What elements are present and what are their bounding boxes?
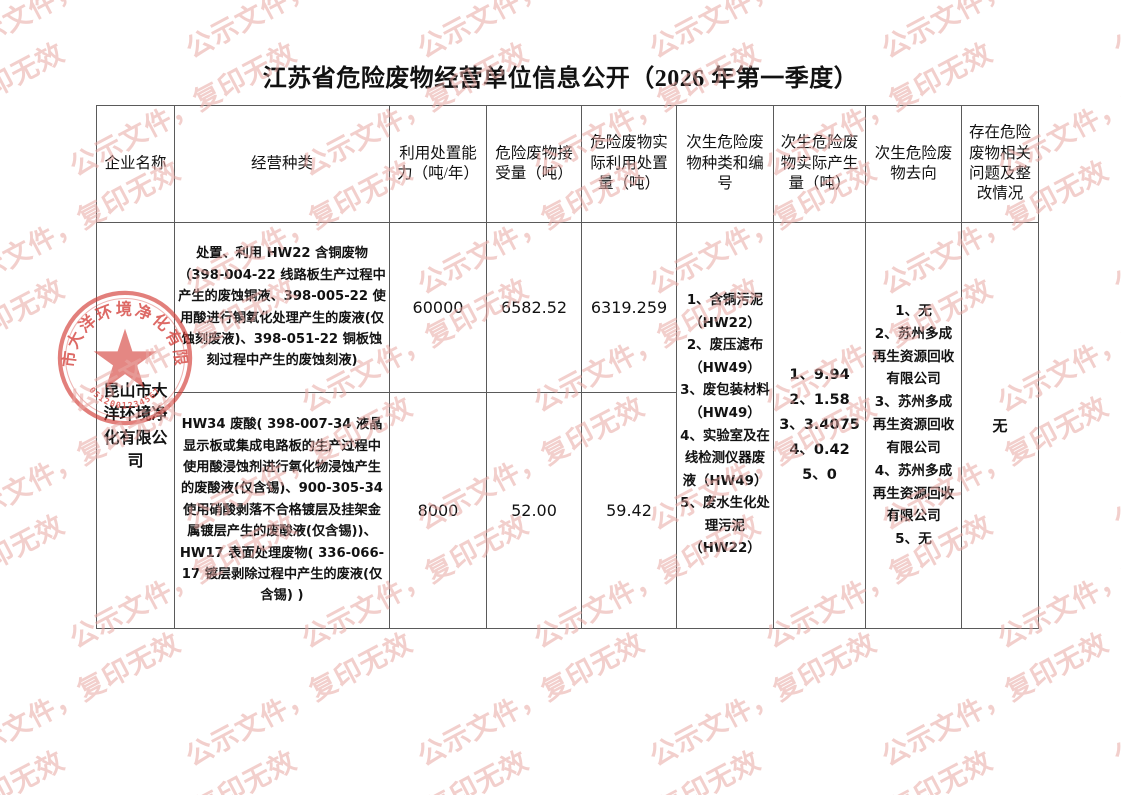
cell-business-type: HW34 废酸( 398-007-34 液晶显示板或集成电路板的生产过程中使用酸… [174, 392, 390, 629]
cell-capacity: 60000 [389, 222, 487, 393]
header-received: 危险废物接受量（吨） [486, 105, 582, 223]
cell-received: 6582.52 [486, 222, 582, 393]
cell-business-type: 处置、利用 HW22 含铜废物（398-004-22 线路板生产过程中产生的废蚀… [174, 222, 390, 393]
table-row: HW34 废酸( 398-007-34 液晶显示板或集成电路板的生产过程中使用酸… [97, 392, 1039, 629]
header-capacity: 利用处置能力（吨/年） [389, 105, 487, 223]
cell-secondary-quantities: 1、9.94 2、1.58 3、3.4075 4、0.42 5、0 [773, 222, 866, 629]
cell-received: 52.00 [486, 392, 582, 629]
header-secondary-dest: 次生危险废物去向 [865, 105, 962, 223]
header-secondary-type: 次生危险废物种类和编号 [676, 105, 774, 223]
table-header-row: 企业名称 经营种类 利用处置能力（吨/年） 危险废物接受量（吨） 危险废物实际利… [96, 105, 1039, 223]
cell-disposed: 59.42 [581, 392, 677, 629]
header-business-type: 经营种类 [174, 105, 390, 223]
hazardous-waste-table: 企业名称 经营种类 利用处置能力（吨/年） 危险废物接受量（吨） 危险废物实际利… [96, 105, 1039, 629]
table-row: 昆山市大洋环境净化有限公司 处置、利用 HW22 含铜废物（398-004-22… [96, 222, 1039, 629]
header-disposed: 危险废物实际利用处置量（吨） [581, 105, 677, 223]
header-company: 企业名称 [96, 105, 175, 223]
cell-capacity: 8000 [389, 392, 487, 629]
cell-secondary-destinations: 1、无 2、苏州多成再生资源回收有限公司 3、苏州多成再生资源回收有限公司 4、苏州多… [865, 222, 962, 629]
page-title: 江苏省危险废物经营单位信息公开（2026 年第一季度） [262, 66, 859, 92]
header-secondary-qty: 次生危险废物实际产生量（吨） [773, 105, 866, 223]
cell-issues: 无 [961, 222, 1039, 629]
cell-company-name: 昆山市大洋环境净化有限公司 [96, 222, 175, 629]
cell-secondary-types: 1、含铜污泥（HW22） 2、废压滤布（HW49） 3、废包装材料（HW49） 4、实… [676, 222, 774, 629]
cell-disposed: 6319.259 [581, 222, 677, 393]
header-issues: 存在危险废物相关问题及整改情况 [961, 105, 1039, 223]
